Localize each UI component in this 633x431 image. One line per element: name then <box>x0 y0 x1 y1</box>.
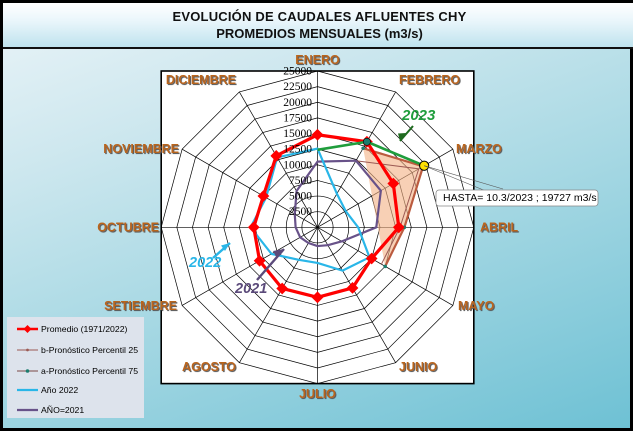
svg-text:NOVIEMBRE: NOVIEMBRE <box>103 142 179 156</box>
svg-text:JUNIO: JUNIO <box>399 360 437 374</box>
svg-text:ENERO: ENERO <box>295 53 340 67</box>
svg-text:OCTUBRE: OCTUBRE <box>97 221 159 235</box>
svg-text:15000: 15000 <box>283 128 312 140</box>
svg-text:AÑO=2021: AÑO=2021 <box>41 405 84 415</box>
svg-text:2021: 2021 <box>234 281 267 297</box>
svg-text:HASTA= 10.3/2023 ; 19727 m3/s: HASTA= 10.3/2023 ; 19727 m3/s <box>443 192 597 204</box>
svg-text:10000: 10000 <box>283 159 312 171</box>
svg-text:ABRIL: ABRIL <box>480 221 519 235</box>
svg-text:FEBRERO: FEBRERO <box>399 73 460 87</box>
svg-text:MAYO: MAYO <box>458 299 495 313</box>
svg-text:22500: 22500 <box>283 81 312 93</box>
svg-text:Promedio (1971/2022): Promedio (1971/2022) <box>41 324 128 334</box>
svg-text:25000: 25000 <box>283 66 312 78</box>
svg-text:Año 2022: Año 2022 <box>41 385 78 395</box>
svg-text:2023: 2023 <box>401 107 436 124</box>
svg-text:SETIEMBRE: SETIEMBRE <box>104 299 177 313</box>
svg-text:12500: 12500 <box>283 144 312 156</box>
svg-text:b-Pronóstico Percentil 25: b-Pronóstico Percentil 25 <box>41 345 138 355</box>
svg-text:MARZO: MARZO <box>456 142 502 156</box>
svg-text:JULIO: JULIO <box>299 387 336 401</box>
svg-text:DICIEMBRE: DICIEMBRE <box>166 73 236 87</box>
svg-text:AGOSTO: AGOSTO <box>182 360 236 374</box>
svg-text:a-Pronóstico Percentil 75: a-Pronóstico Percentil 75 <box>41 366 138 376</box>
svg-text:2500: 2500 <box>289 206 312 218</box>
svg-text:20000: 20000 <box>283 97 312 109</box>
svg-text:5000: 5000 <box>289 191 312 203</box>
svg-text:7500: 7500 <box>289 175 312 187</box>
svg-text:2022: 2022 <box>188 255 221 271</box>
svg-text:17500: 17500 <box>283 112 312 124</box>
